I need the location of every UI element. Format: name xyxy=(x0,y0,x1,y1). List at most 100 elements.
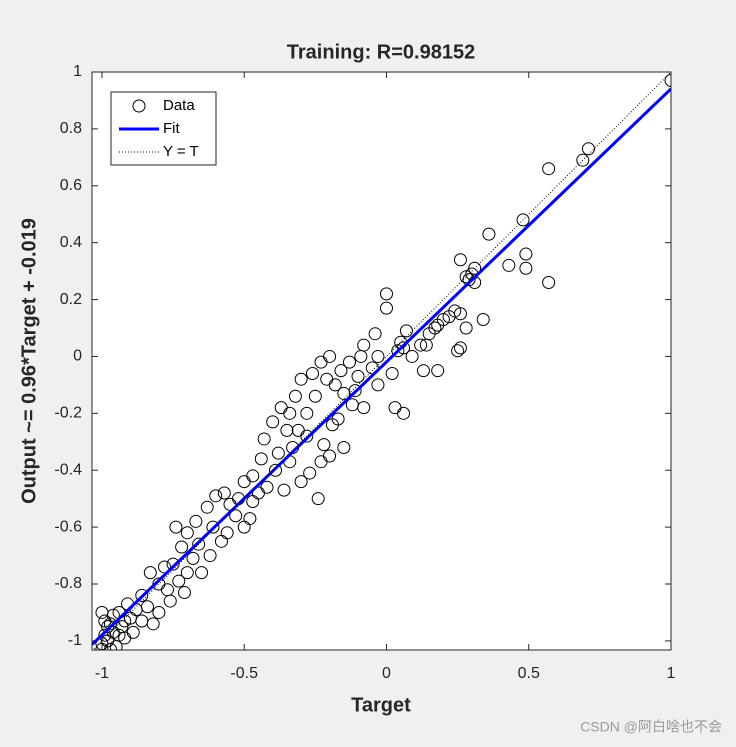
data-point xyxy=(345,398,359,412)
data-point xyxy=(103,617,117,631)
y-axis-label: Output ~= 0.96*Target + -0.019 xyxy=(18,218,40,504)
x-tick-label: 0.5 xyxy=(518,665,540,682)
x-tick-label: 0 xyxy=(382,665,391,682)
x-tick-label: 1 xyxy=(667,665,676,682)
data-point xyxy=(203,549,217,563)
data-point xyxy=(476,312,490,326)
data-point xyxy=(209,489,223,503)
data-point xyxy=(308,389,322,403)
data-point xyxy=(576,153,590,167)
data-point xyxy=(186,551,200,565)
data-point xyxy=(542,275,556,289)
data-point xyxy=(306,367,320,381)
data-point xyxy=(291,423,305,437)
data-point xyxy=(379,301,393,315)
data-point xyxy=(462,273,476,287)
data-point xyxy=(431,364,445,378)
data-point xyxy=(95,642,109,650)
data-point xyxy=(254,452,268,466)
data-point xyxy=(354,349,368,363)
data-point xyxy=(442,310,456,324)
data-point xyxy=(152,605,166,619)
data-point xyxy=(274,401,288,415)
data-point xyxy=(229,509,243,523)
y-tick-label: 0.4 xyxy=(60,234,82,251)
data-point xyxy=(192,537,206,551)
y-tick-label: 0.8 xyxy=(60,120,82,137)
data-point xyxy=(251,486,265,500)
data-point xyxy=(385,367,399,381)
data-point xyxy=(271,446,285,460)
y-tick-label: -0.2 xyxy=(54,405,82,422)
data-point xyxy=(482,227,496,241)
data-point xyxy=(323,449,337,463)
data-point xyxy=(368,327,382,341)
data-point xyxy=(348,384,362,398)
data-point xyxy=(379,287,393,301)
data-point xyxy=(314,355,328,369)
data-point xyxy=(237,520,251,534)
data-point xyxy=(288,389,302,403)
data-point xyxy=(180,526,194,540)
data-point xyxy=(294,372,308,386)
data-point xyxy=(189,514,203,528)
data-point xyxy=(257,432,271,446)
data-point xyxy=(98,628,112,642)
data-point xyxy=(351,369,365,383)
data-point xyxy=(101,620,115,634)
legend-label: Data xyxy=(163,97,195,114)
data-point xyxy=(317,438,331,452)
data-point xyxy=(337,440,351,454)
data-point xyxy=(519,247,533,261)
legend-marker xyxy=(132,99,146,113)
data-point xyxy=(453,253,467,267)
plot-marks xyxy=(92,72,671,650)
data-point xyxy=(146,617,160,631)
series-line xyxy=(92,87,671,646)
data-point xyxy=(453,341,467,355)
legend-label: Fit xyxy=(163,120,180,137)
data-point xyxy=(175,540,189,554)
data-point xyxy=(106,608,120,622)
data-point xyxy=(334,364,348,378)
watermark: CSDN @阿白啥也不会 xyxy=(580,719,722,735)
data-point xyxy=(143,566,157,580)
y-tick-label: 0.6 xyxy=(60,177,82,194)
data-point xyxy=(397,341,411,355)
x-tick-label: -1 xyxy=(95,665,109,682)
data-point xyxy=(416,364,430,378)
data-point xyxy=(519,261,533,275)
data-point xyxy=(303,466,317,480)
data-point xyxy=(542,162,556,176)
data-point xyxy=(177,586,191,600)
y-tick-label: -0.6 xyxy=(54,518,82,535)
x-axis-label: Target xyxy=(351,694,411,716)
data-point xyxy=(581,142,595,156)
data-point xyxy=(405,349,419,363)
data-point xyxy=(277,483,291,497)
data-point xyxy=(419,338,433,352)
data-point xyxy=(112,628,126,642)
y-tick-label: 0.2 xyxy=(60,291,82,308)
data-point xyxy=(516,213,530,227)
y-tick-label: -0.4 xyxy=(54,461,82,478)
y-tick-label: 1 xyxy=(73,63,82,80)
data-point xyxy=(468,261,482,275)
data-point xyxy=(294,475,308,489)
data-point xyxy=(169,520,183,534)
data-point xyxy=(237,475,251,489)
data-point xyxy=(397,406,411,420)
data-point xyxy=(451,344,465,358)
data-point xyxy=(459,321,473,335)
data-point xyxy=(371,349,385,363)
data-point xyxy=(180,566,194,580)
data-point xyxy=(664,74,671,88)
data-point xyxy=(269,463,283,477)
data-point xyxy=(266,415,280,429)
data-point xyxy=(163,594,177,608)
data-point xyxy=(214,534,228,548)
data-point xyxy=(200,500,214,514)
y-tick-label: -1 xyxy=(68,632,82,649)
